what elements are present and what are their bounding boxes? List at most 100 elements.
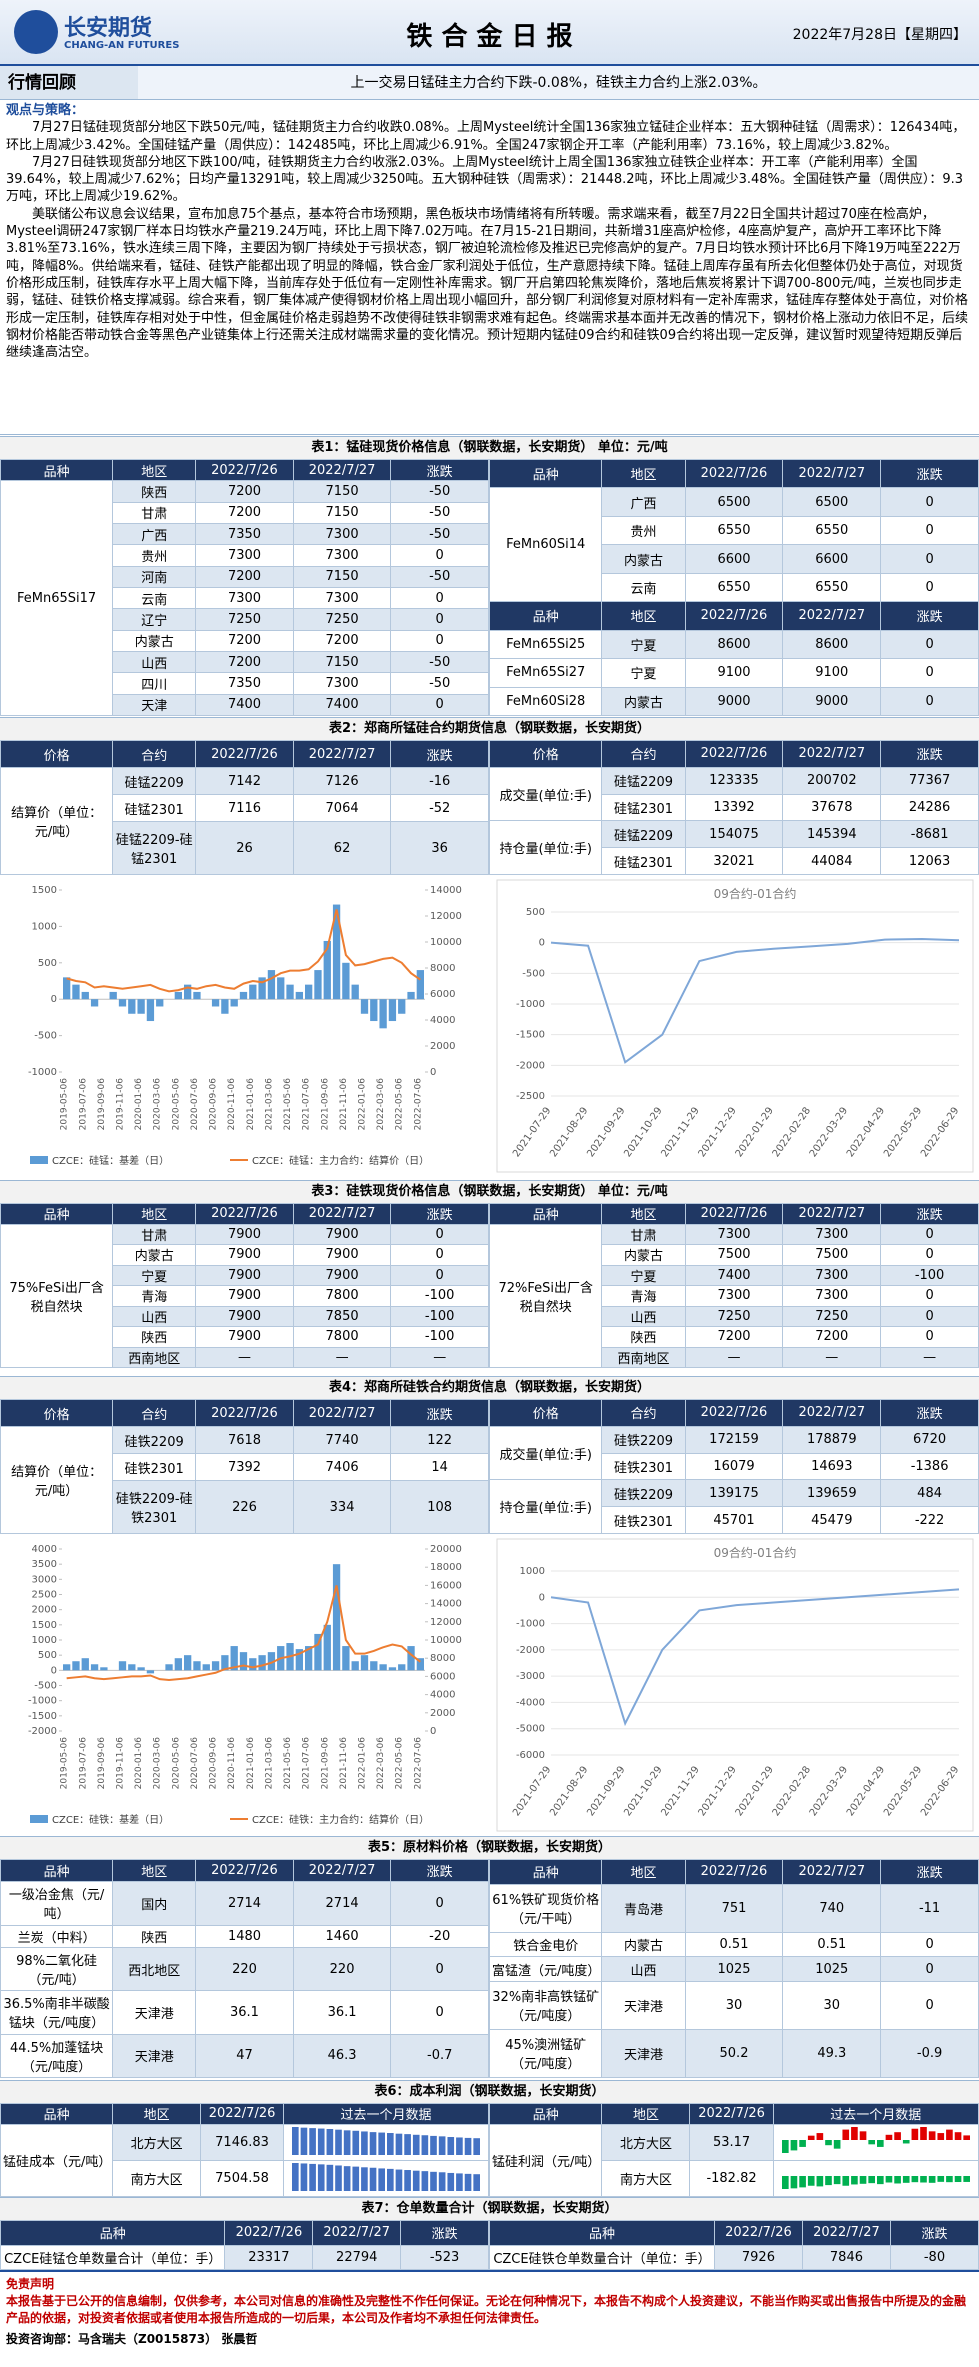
cell: 北方大区 — [601, 2123, 691, 2161]
cell: 0 — [880, 1326, 979, 1348]
group-name: 44.5%加蓬锰块（元/吨度） — [0, 2033, 114, 2079]
x-tick-label: 2020-03-06 — [153, 1078, 163, 1131]
column-header: 2022/7/27 — [292, 458, 392, 482]
cell: 7900 — [195, 1305, 294, 1327]
header-row: 品种 地区 2022/7/26 2022/7/27 涨跌 — [488, 1203, 979, 1225]
spark-bar — [833, 2140, 841, 2149]
column-header: 2022/7/26 — [713, 2220, 803, 2246]
cell: 天津港 — [601, 1980, 686, 2030]
data-row: 硅锰2209-硅锰2301 26 62 36 — [1, 821, 489, 875]
spark-bar — [937, 2176, 944, 2183]
cell: 7250 — [195, 608, 294, 631]
cell: 6720 — [880, 1425, 979, 1454]
cell: 7250 — [782, 1305, 882, 1327]
spark-bar — [387, 2133, 394, 2156]
data-row: 75%FeSi出厂含税自然块 甘肃 7900 7900 0 — [0, 1223, 489, 1368]
cell: 西北地区 — [112, 1946, 197, 1992]
spark-bar — [326, 2165, 334, 2192]
bar — [323, 1624, 331, 1671]
spark-bar — [911, 2128, 918, 2141]
spark-bar — [842, 2129, 849, 2141]
data-row: 河南 7200 7150 -50 — [1, 565, 489, 588]
column-header: 2022/7/27 — [782, 740, 882, 768]
cell: 0 — [390, 544, 489, 567]
spark-bar — [781, 2140, 789, 2154]
column-header: 地区 — [112, 2103, 202, 2125]
column-header: 价格 — [0, 1398, 114, 1428]
data-row: 贵州 7300 7300 0 — [1, 544, 489, 567]
cell: 8600 — [684, 629, 784, 660]
cell: -1386 — [880, 1452, 979, 1481]
cell: 26 — [195, 821, 294, 875]
group-name: 45%澳洲锰矿（元/吨度） — [488, 2028, 603, 2079]
bar — [249, 1658, 257, 1671]
x-tick-label: 2021-09-06 — [320, 1737, 330, 1790]
cell: 7200 — [782, 1326, 882, 1348]
y-tick-label: -1000 — [516, 999, 545, 1010]
data-row: 61%铁矿现货价格（元/干吨） 青岛港 751 740 -11 — [488, 1883, 979, 1933]
column-header: 涨跌 — [880, 1203, 979, 1225]
column-header: 2022/7/27 — [292, 1858, 392, 1883]
group-name: 72%FeSi出厂含税自然块 — [488, 1223, 603, 1368]
spark-bar — [807, 2176, 815, 2187]
spark-bar — [369, 2168, 377, 2192]
column-header: 涨跌 — [880, 1859, 979, 1885]
column-header: 2022/7/26 — [684, 740, 784, 768]
cell: 139659 — [782, 1479, 882, 1508]
cell: 7900 — [195, 1326, 294, 1348]
charts-row: -2000 -1500 -1000 -500 0 500 1000 1500 2000 2500 3… — [0, 1535, 979, 1833]
data-table: 价格 合约 2022/7/26 2022/7/27 涨跌 成交量(单位:手) 硅铁2209 1… — [488, 1399, 979, 1534]
data-row: 兰炭（中料） 陕西 1480 1460 -20 — [0, 1924, 489, 1948]
x-tick-label: 2021-11-06 — [339, 1078, 349, 1131]
spark-bar — [447, 2173, 455, 2192]
chart: -1000 -500 0 500 1000 1500 0 2000 4000 6000 8000 10… — [28, 885, 462, 1167]
spark-bar — [412, 2171, 420, 2192]
x-tick-label: 2022-07-06 — [413, 1078, 423, 1131]
x-tick-label: 2022-01-06 — [358, 1078, 368, 1131]
cell: 8600 — [782, 629, 882, 660]
cell: 山西 — [112, 650, 197, 674]
y2-tick-label: 20000 — [430, 1544, 462, 1555]
cell: — — [390, 1346, 489, 1368]
bar — [81, 1658, 89, 1671]
x-tick-label: 2020-01-06 — [134, 1737, 144, 1790]
header-row: 价格 合约 2022/7/26 2022/7/27 涨跌 — [488, 740, 979, 768]
cell: 硅铁2301 — [601, 1452, 686, 1481]
y2-tick-label: 2000 — [430, 1041, 455, 1052]
y2-tick-label: 16000 — [430, 1580, 462, 1591]
group-name: CZCE硅铁仓单数量合计（单位：手） — [489, 2244, 715, 2270]
x-tick-label: 2019-05-06 — [60, 1737, 70, 1790]
cell: 四川 — [112, 672, 197, 695]
cell: 0 — [880, 658, 979, 688]
bar — [416, 1658, 424, 1671]
column-header: 价格 — [0, 739, 114, 769]
sparkline-cell — [772, 2159, 979, 2198]
sparkline — [292, 2163, 480, 2192]
bar — [72, 984, 80, 1000]
table-title: 表7：仓单数量合计（钢联数据，长安期货） — [0, 2197, 979, 2220]
chart: 09合约-01合约-2500-2000-1500-1000-5000500202… — [496, 879, 974, 1173]
chart-frame — [496, 1538, 974, 1832]
data-table: 品种 2022/7/26 2022/7/27 涨跌 CZCE硅铁仓单数量合计（单位：手）… — [489, 2220, 979, 2270]
header-row: 品种 地区 2022/7/26 2022/7/27 涨跌 — [488, 458, 979, 489]
cell: 国内 — [112, 1881, 197, 1926]
cell: 24286 — [880, 793, 979, 822]
cell: 硅铁2209-硅铁2301 — [112, 1480, 197, 1534]
data-row: 富锰渣（元/吨度） 山西 1025 1025 0 — [488, 1956, 979, 1982]
x-tick-label: 2020-05-06 — [171, 1737, 181, 1790]
table-half: 品种 地区 2022/7/26 过去一个月数据 锰硅利润（元/吨） 北方大区 53.17 南方… — [488, 2103, 979, 2198]
group-name: 36.5%南非半碳酸锰块（元/吨度） — [0, 1990, 114, 2035]
bar — [193, 1661, 201, 1671]
cell: 天津港 — [112, 1990, 197, 2035]
group-name: FeMn65Si17 — [0, 480, 114, 716]
cell: 7200 — [292, 629, 392, 652]
bar — [128, 1664, 136, 1671]
cell: 122 — [390, 1426, 489, 1455]
column-header: 涨跌 — [390, 1203, 489, 1225]
cell: 6550 — [684, 572, 784, 603]
column-header: 品种 — [488, 601, 603, 631]
bar — [202, 1664, 210, 1671]
cell: 硅锰2209 — [112, 767, 197, 796]
charts-row: -1000 -500 0 500 1000 1500 0 2000 4000 6000 8000 10… — [0, 876, 979, 1178]
y-tick-label: 500 — [526, 907, 545, 918]
